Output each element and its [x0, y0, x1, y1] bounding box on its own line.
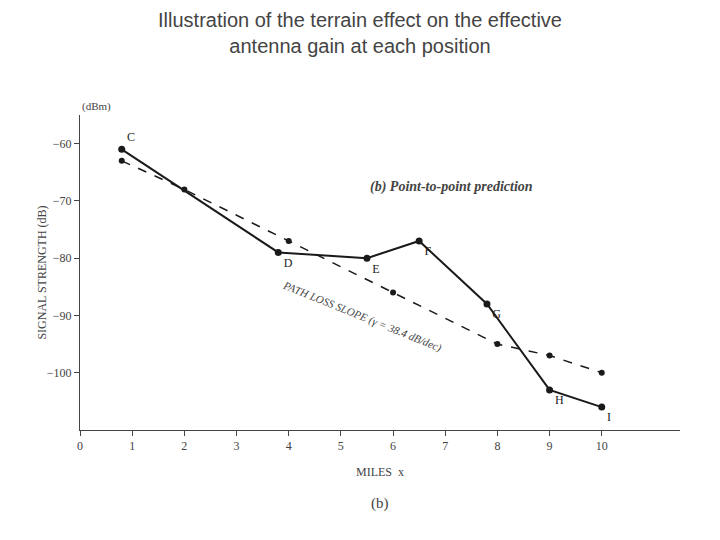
svg-text:−60: −60: [53, 137, 72, 151]
svg-text:−80: −80: [53, 251, 72, 265]
svg-text:5: 5: [338, 439, 344, 453]
svg-text:2: 2: [181, 439, 187, 453]
svg-text:SIGNAL STRENGTH (dB): SIGNAL STRENGTH (dB): [35, 205, 49, 339]
svg-text:G: G: [492, 307, 501, 321]
svg-text:−90: −90: [53, 309, 72, 323]
svg-text:F: F: [425, 244, 432, 258]
svg-text:D: D: [284, 256, 293, 270]
svg-text:C: C: [127, 130, 135, 144]
svg-text:(b) Point-to-point prediction: (b) Point-to-point prediction: [370, 179, 533, 195]
svg-text:10: 10: [596, 439, 608, 453]
svg-text:PATH LOSS SLOPE (γ = 38.4 dB/d: PATH LOSS SLOPE (γ = 38.4 dB/dec): [281, 279, 444, 355]
svg-text:MILES x: MILES x: [356, 465, 404, 479]
svg-text:E: E: [372, 262, 379, 276]
svg-text:−100: −100: [47, 366, 72, 380]
svg-text:8: 8: [494, 439, 500, 453]
svg-text:0: 0: [77, 439, 83, 453]
svg-text:4: 4: [286, 439, 292, 453]
svg-text:Illustration of the terrain ef: Illustration of the terrain effect on th…: [158, 9, 562, 57]
svg-text:7: 7: [442, 439, 448, 453]
svg-text:I: I: [607, 410, 611, 424]
svg-text:(dBm): (dBm): [82, 100, 111, 113]
svg-text:1: 1: [129, 439, 135, 453]
svg-text:(b): (b): [371, 495, 389, 512]
svg-text:H: H: [555, 393, 564, 407]
svg-text:9: 9: [547, 439, 553, 453]
svg-text:6: 6: [390, 439, 396, 453]
svg-text:3: 3: [234, 439, 240, 453]
svg-text:−70: −70: [53, 194, 72, 208]
